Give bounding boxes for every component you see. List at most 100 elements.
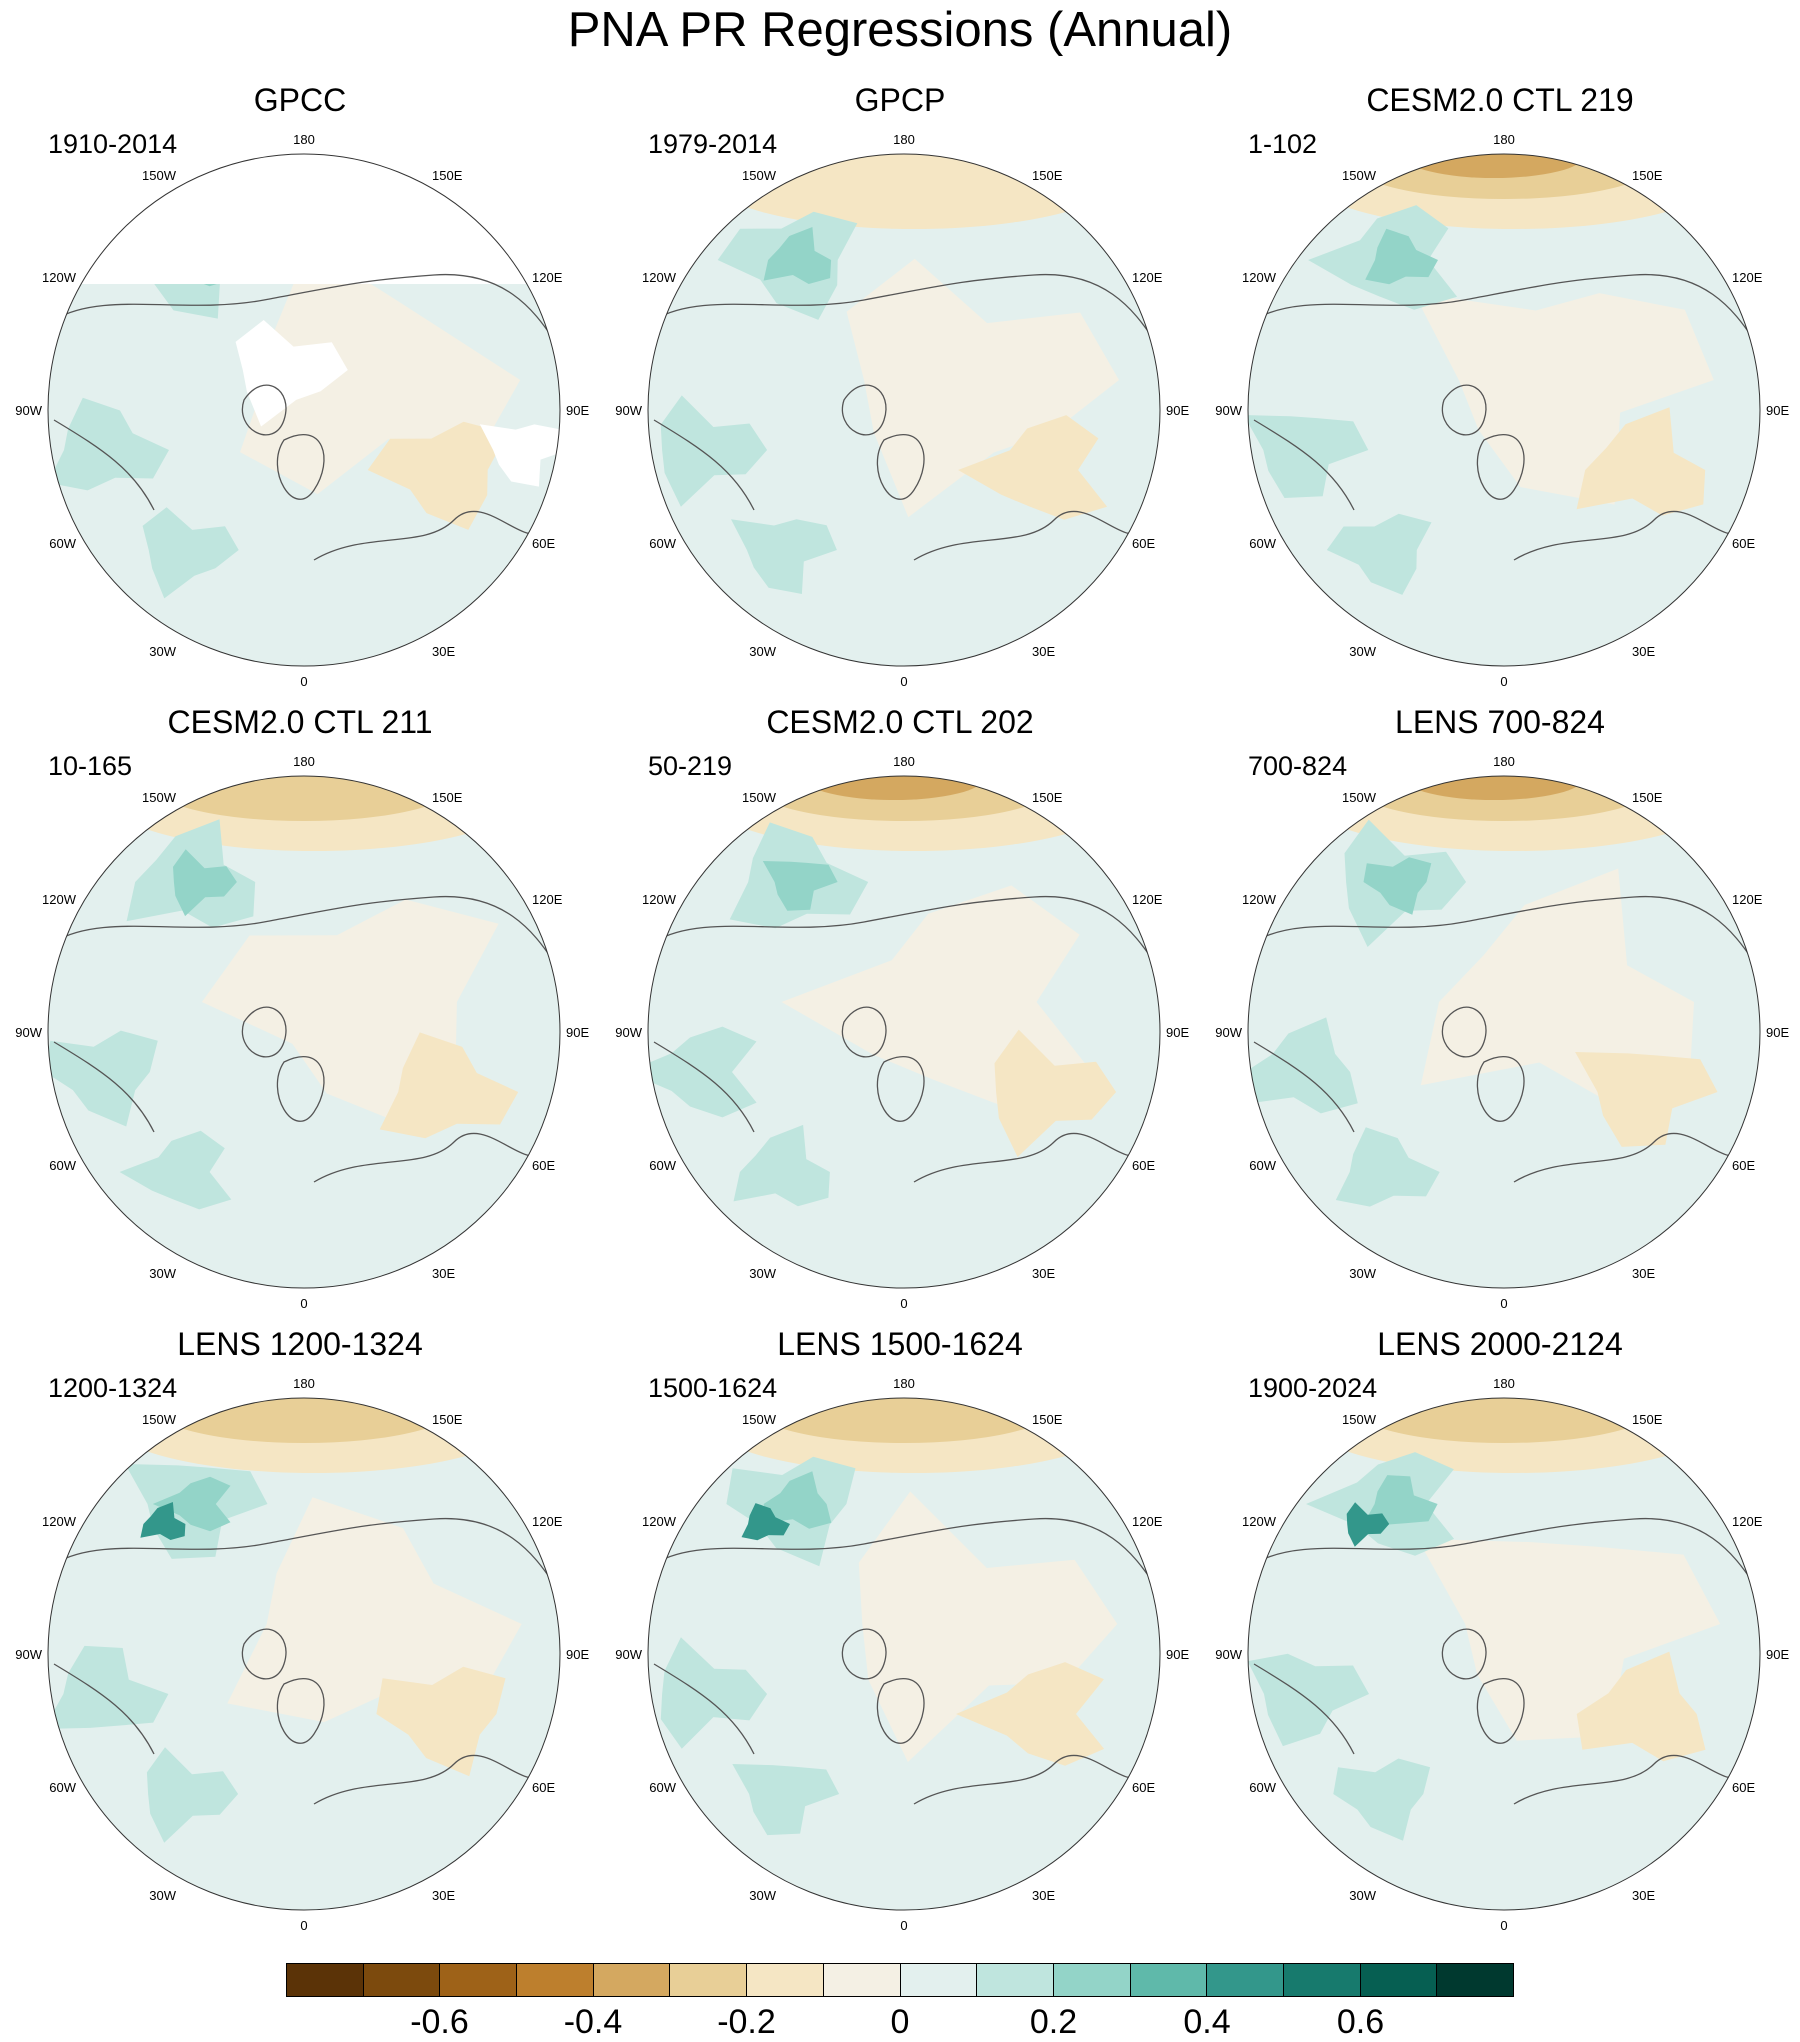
longitude-label: 90W xyxy=(615,403,642,418)
longitude-label: 30W xyxy=(1349,1888,1376,1903)
longitude-label: 60E xyxy=(532,536,555,551)
coastlines xyxy=(53,895,555,1183)
colorbar-box xyxy=(1130,1964,1208,1996)
colorbar-tick-label: -0.4 xyxy=(563,2003,623,2041)
longitude-label: 90E xyxy=(1766,403,1789,418)
precip-field xyxy=(1248,776,1760,1288)
longitude-label: 90W xyxy=(15,1647,42,1662)
longitude-label: 120E xyxy=(532,892,563,907)
longitude-label: 30E xyxy=(432,1266,455,1281)
longitude-label: 60W xyxy=(1249,1158,1276,1173)
longitude-label: 0 xyxy=(300,674,307,689)
precip-field xyxy=(648,1398,1160,1910)
panel-title: LENS 1200-1324 xyxy=(177,1326,423,1362)
coastlines xyxy=(1253,273,1755,561)
colorbar-box xyxy=(593,1964,671,1996)
longitude-label: 180 xyxy=(293,132,315,147)
polar-map: 180 150W 150E 120W 120E 90W 90E 60W 60E 30W 30E 0 xyxy=(615,132,1189,689)
longitude-label: 150W xyxy=(742,168,777,183)
longitude-label: 30E xyxy=(1632,1888,1655,1903)
colorbar-box xyxy=(1437,1964,1513,1996)
longitude-label: 120W xyxy=(1242,270,1277,285)
colorbar-box xyxy=(900,1964,978,1996)
longitude-label: 60W xyxy=(49,1158,76,1173)
longitude-label: 180 xyxy=(893,132,915,147)
longitude-label: 30W xyxy=(749,644,776,659)
longitude-label: 120E xyxy=(1132,892,1163,907)
polar-map: 180 150W 150E 120W 120E 90W 90E 60W 60E 30W 30E 0 xyxy=(15,132,589,689)
coastlines xyxy=(53,273,555,561)
panel-year-range: 1900-2024 xyxy=(1248,1373,1378,1403)
longitude-label: 30W xyxy=(1349,644,1376,659)
polar-map: 180 150W 150E 120W 120E 90W 90E 60W 60E 30W 30E 0 xyxy=(15,754,589,1311)
longitude-label: 60W xyxy=(49,536,76,551)
colorbar-box xyxy=(747,1964,824,1996)
longitude-label: 150W xyxy=(142,1412,177,1427)
map-panel: CESM2.0 CTL 219 180 150W 150E 120W 120E 90W 90E… xyxy=(1200,80,1800,700)
panel-year-range: 1979-2014 xyxy=(648,129,778,159)
longitude-label: 0 xyxy=(900,1296,907,1311)
polar-map: 180 150W 150E 120W 120E 90W 90E 60W 60E 30W 30E 0 xyxy=(1215,1376,1789,1933)
longitude-label: 120W xyxy=(1242,892,1277,907)
polar-map: 180 150W 150E 120W 120E 90W 90E 60W 60E 30W 30E 0 xyxy=(1215,754,1789,1311)
longitude-label: 150E xyxy=(432,1412,463,1427)
longitude-label: 180 xyxy=(893,1376,915,1391)
longitude-label: 150E xyxy=(1032,1412,1063,1427)
precip-field xyxy=(1248,154,1760,666)
longitude-label: 90E xyxy=(566,403,589,418)
longitude-label: 120W xyxy=(42,270,77,285)
longitude-label: 90E xyxy=(1166,1647,1189,1662)
longitude-label: 150E xyxy=(1632,1412,1663,1427)
longitude-label: 60E xyxy=(1132,1780,1155,1795)
colorbar-box xyxy=(517,1964,594,1996)
longitude-label: 150W xyxy=(1342,790,1377,805)
polar-map: 180 150W 150E 120W 120E 90W 90E 60W 60E 30W 30E 0 xyxy=(615,754,1189,1311)
longitude-label: 150E xyxy=(1032,168,1063,183)
panel-title: CESM2.0 CTL 219 xyxy=(1366,82,1634,118)
longitude-label: 180 xyxy=(293,1376,315,1391)
longitude-label: 90W xyxy=(1215,403,1242,418)
longitude-label: 30E xyxy=(1032,1888,1055,1903)
longitude-label: 180 xyxy=(293,754,315,769)
longitude-label: 120E xyxy=(1732,1514,1763,1529)
precip-field xyxy=(48,1398,560,1910)
precip-field xyxy=(48,154,560,666)
longitude-label: 30E xyxy=(1632,644,1655,659)
longitude-label: 30E xyxy=(432,1888,455,1903)
polar-map: 180 150W 150E 120W 120E 90W 90E 60W 60E 30W 30E 0 xyxy=(15,1376,589,1933)
longitude-label: 60E xyxy=(1132,536,1155,551)
panel-title: GPCC xyxy=(253,82,347,118)
longitude-label: 30W xyxy=(749,1888,776,1903)
longitude-label: 30E xyxy=(1032,644,1055,659)
longitude-label: 30W xyxy=(149,1266,176,1281)
coastlines xyxy=(653,273,1155,561)
longitude-label: 120W xyxy=(642,1514,677,1529)
panel-year-range: 700-824 xyxy=(1248,751,1348,781)
longitude-label: 0 xyxy=(900,674,907,689)
colorbar-box xyxy=(670,1964,748,1996)
longitude-label: 180 xyxy=(1493,754,1515,769)
coastlines xyxy=(653,895,1155,1183)
longitude-label: 0 xyxy=(1500,1296,1507,1311)
longitude-label: 90W xyxy=(1215,1647,1242,1662)
longitude-label: 150E xyxy=(1032,790,1063,805)
longitude-label: 120E xyxy=(1732,892,1763,907)
longitude-label: 150W xyxy=(142,168,177,183)
map-panel: LENS 1500-1624 180 150W 150E 120W 120E 90W 90E 6… xyxy=(600,1324,1200,1944)
precip-field xyxy=(648,776,1160,1288)
longitude-label: 150E xyxy=(1632,168,1663,183)
longitude-label: 90W xyxy=(15,403,42,418)
longitude-label: 0 xyxy=(300,1918,307,1933)
longitude-label: 150W xyxy=(742,1412,777,1427)
longitude-label: 120W xyxy=(642,892,677,907)
longitude-label: 150W xyxy=(1342,1412,1377,1427)
colorbar-tick-label: 0.2 xyxy=(1029,2003,1078,2041)
longitude-label: 90W xyxy=(1215,1025,1242,1040)
longitude-label: 0 xyxy=(1500,1918,1507,1933)
precip-field xyxy=(48,776,560,1288)
longitude-label: 90W xyxy=(15,1025,42,1040)
longitude-label: 30E xyxy=(1632,1266,1655,1281)
longitude-label: 90E xyxy=(1766,1647,1789,1662)
coastlines xyxy=(53,1517,555,1805)
colorbar-tick-label: -0.6 xyxy=(410,2003,469,2041)
